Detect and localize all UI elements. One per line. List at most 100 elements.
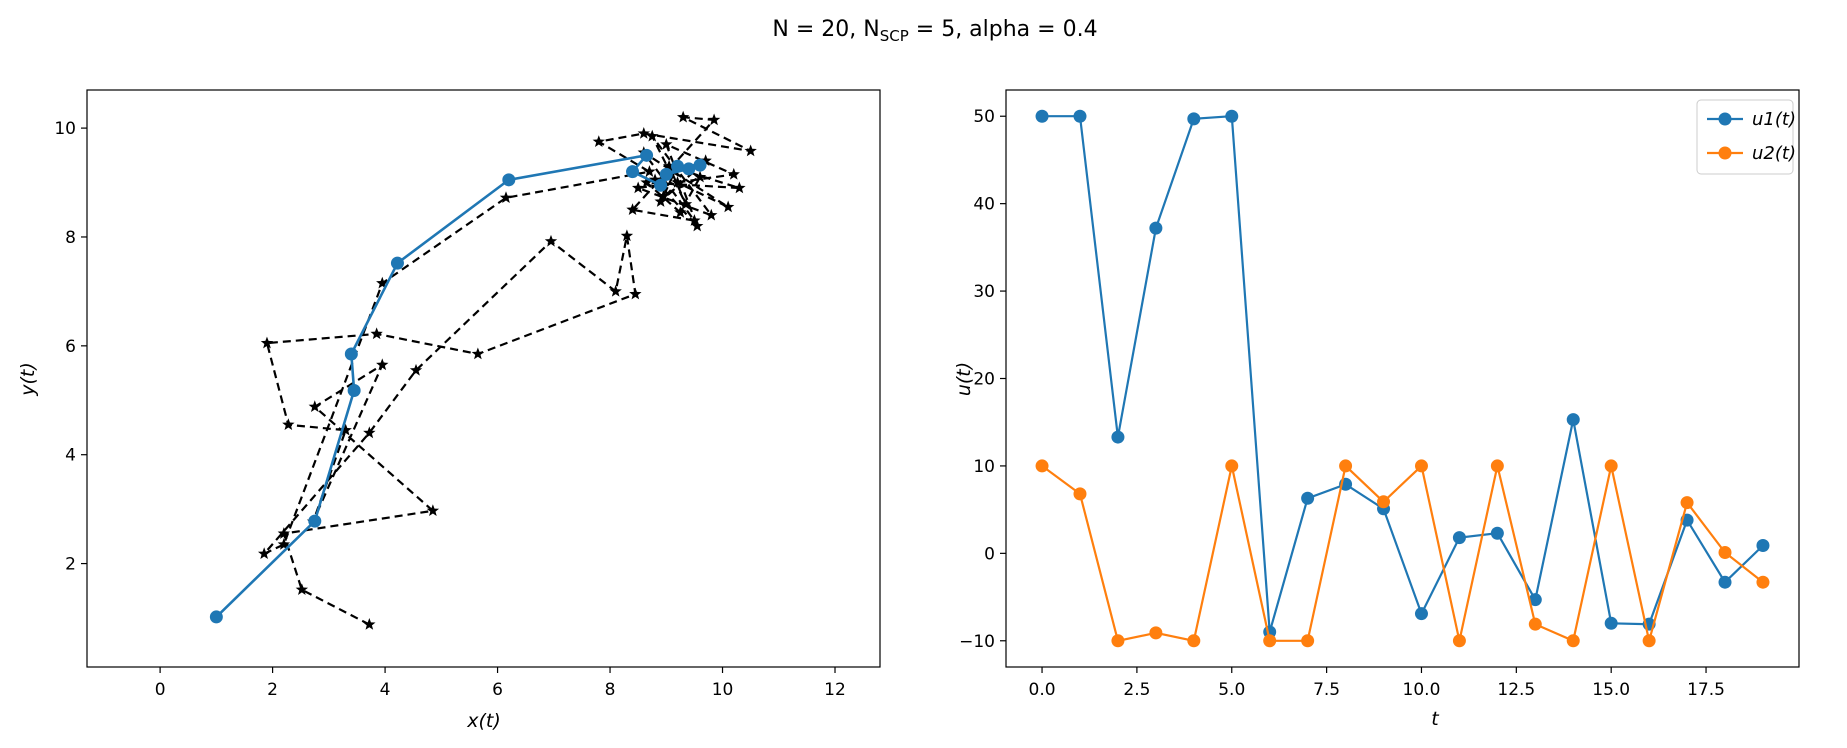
trajectory-star-point	[691, 219, 704, 232]
y-tick-label: 0	[984, 544, 995, 564]
y-tick-label: 20	[973, 370, 995, 390]
y-tick-label: 40	[973, 195, 995, 215]
trajectory-star-point	[277, 538, 291, 550]
legend: u1(t) u2(t)	[1696, 99, 1796, 175]
series-point-u1	[1528, 593, 1542, 607]
trajectory-star-point	[693, 170, 707, 183]
x-tick-label: 12	[824, 680, 846, 700]
series-point-u2	[1149, 626, 1163, 640]
series-point-u2	[1528, 617, 1542, 631]
x-tick-label: 15.0	[1592, 680, 1630, 700]
trajectory-star-point	[637, 127, 650, 139]
series-point-u1	[1073, 109, 1087, 123]
series-point-u2	[1301, 634, 1315, 648]
trajectory-star-point	[640, 176, 653, 188]
series-point-u2	[1604, 459, 1618, 473]
trajectory-star-point	[370, 327, 383, 340]
legend-label-u2: u2(t)	[1752, 143, 1796, 164]
trajectory-dot-point	[654, 178, 668, 192]
trajectory-dot-point	[659, 167, 673, 181]
left-x-ticks: 0 2 4 6 8 10 12	[155, 667, 846, 700]
series-point-u2	[1490, 459, 1504, 473]
x-tick-label: 2	[267, 680, 278, 700]
series-point-u1	[1149, 221, 1163, 235]
x-tick-label: 0.0	[1029, 680, 1056, 700]
y-tick-label: 30	[973, 282, 995, 302]
trajectory-star-point	[676, 110, 690, 123]
series-point-u1	[1756, 538, 1770, 552]
series-point-u2	[1680, 496, 1694, 510]
trajectory-dot-point	[640, 148, 654, 162]
trajectory-dot-point	[502, 173, 516, 187]
x-tick-label: 7.5	[1313, 680, 1340, 700]
trajectory-star-point	[308, 400, 321, 413]
trajectory-star-point	[660, 137, 673, 150]
x-tick-label: 12.5	[1497, 680, 1535, 700]
trajectory-star-point	[609, 284, 622, 297]
series-line-u1	[1042, 115, 1764, 633]
trajectory-star-point	[592, 135, 605, 147]
trajectory-star-point	[662, 159, 676, 172]
x-tick-label: 17.5	[1687, 680, 1725, 700]
legend-label-u1: u1(t)	[1752, 109, 1796, 130]
trajectory-star-point	[363, 618, 376, 630]
trajectory-star-point	[671, 176, 684, 188]
series-point-u2	[1452, 634, 1466, 648]
trajectory-star-point	[679, 197, 693, 210]
series-point-u2	[1263, 634, 1277, 648]
series-point-u2	[1566, 634, 1580, 648]
series-point-u1	[1301, 491, 1315, 505]
right-plot-area	[1035, 109, 1770, 648]
trajectory-star-point	[363, 426, 376, 439]
trajectory-star-point	[654, 195, 667, 207]
right-axes-frame	[1005, 89, 1800, 668]
trajectory-dot-point	[347, 383, 361, 397]
trajectory-star-point	[376, 358, 389, 371]
x-tick-label: 8	[605, 680, 616, 700]
trajectory-star-point	[426, 504, 440, 517]
trajectory-star-point	[260, 336, 274, 349]
legend-marker-u2	[1718, 146, 1732, 160]
trajectory-star-point	[295, 583, 309, 595]
trajectory-dot-point	[390, 256, 404, 270]
series-point-u1	[1225, 109, 1239, 123]
series-point-u2	[1414, 459, 1428, 473]
trajectory-star-point	[629, 287, 642, 300]
trajectory-dot-point	[308, 514, 322, 528]
left-plot-area	[209, 110, 757, 630]
trajectory-star-point	[257, 547, 271, 560]
series-point-u1	[1035, 109, 1049, 123]
trajectory-dashed-line	[263, 116, 752, 626]
trajectory-star-point	[707, 113, 721, 126]
right-x-ticks: 0.0 2.5 5.0 7.5 10.0 12.5 15.0 17.5	[1029, 667, 1725, 700]
trajectory-solid-line	[215, 153, 701, 618]
series-point-u2	[1225, 459, 1239, 473]
series-point-u2	[1377, 495, 1391, 509]
y-tick-label: 6	[65, 337, 76, 357]
trajectory-dot-point	[682, 162, 696, 176]
left-plot-panel: 0 2 4 6 8 10 12 2 4 6 8 10 x(t) y(t)	[17, 89, 881, 732]
trajectory-star-point	[544, 234, 558, 247]
series-point-u2	[1073, 487, 1087, 501]
y-tick-label: 10	[973, 457, 995, 477]
right-y-ticks: −10 0 10 20 30 40 50	[959, 107, 1006, 652]
trajectory-star-point	[674, 205, 687, 218]
trajectory-star-point	[282, 418, 295, 431]
series-point-u1	[1566, 413, 1580, 427]
trajectory-star-point	[643, 165, 656, 177]
trajectory-star-point	[648, 173, 662, 186]
left-y-axis-label: y(t)	[17, 362, 39, 397]
trajectory-star-point	[626, 203, 639, 216]
trajectory-star-point	[376, 276, 389, 289]
x-tick-label: 0	[155, 680, 166, 700]
trajectory-dot-point	[344, 347, 358, 361]
series-point-u2	[1111, 634, 1125, 648]
trajectory-star-point	[727, 167, 740, 180]
y-tick-label: 2	[65, 555, 76, 575]
trajectory-star-point	[657, 189, 670, 202]
left-x-axis-label: x(t)	[466, 710, 501, 732]
x-tick-label: 6	[492, 680, 503, 700]
left-y-ticks: 2 4 6 8 10	[54, 119, 87, 575]
trajectory-star-point	[646, 129, 659, 142]
trajectory-star-point	[339, 423, 352, 436]
